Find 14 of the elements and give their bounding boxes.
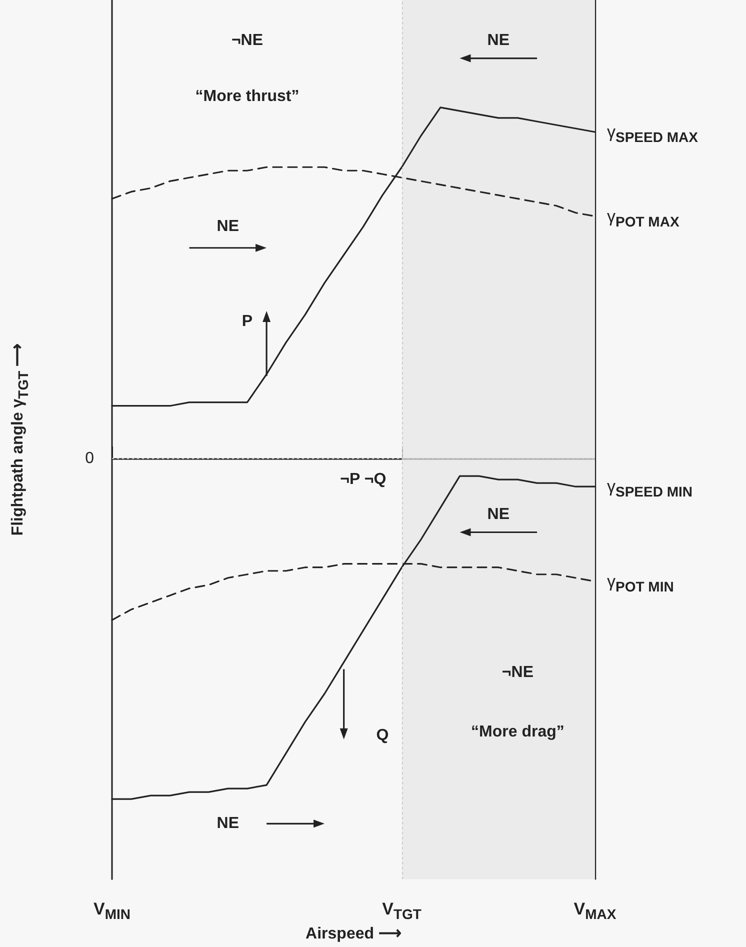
annotation: Q bbox=[376, 727, 389, 744]
annotation: ¬NE bbox=[502, 664, 534, 681]
annotation: “More drag” bbox=[471, 724, 564, 741]
text: NE bbox=[487, 32, 510, 49]
annotation: ¬P ¬Q bbox=[340, 470, 386, 488]
text: “More thrust” bbox=[195, 88, 300, 106]
text: ¬NE bbox=[231, 32, 264, 49]
annotation: NE bbox=[216, 218, 240, 236]
text: NE bbox=[216, 814, 240, 832]
ref-line-label: 0 bbox=[85, 450, 94, 468]
y-axis-title: Flightpath angle γTGT ⟶ bbox=[10, 343, 31, 536]
x-axis-title: Airspeed ⟶ bbox=[306, 926, 402, 942]
annotation: NE bbox=[487, 506, 510, 523]
annotation: P bbox=[242, 312, 253, 330]
